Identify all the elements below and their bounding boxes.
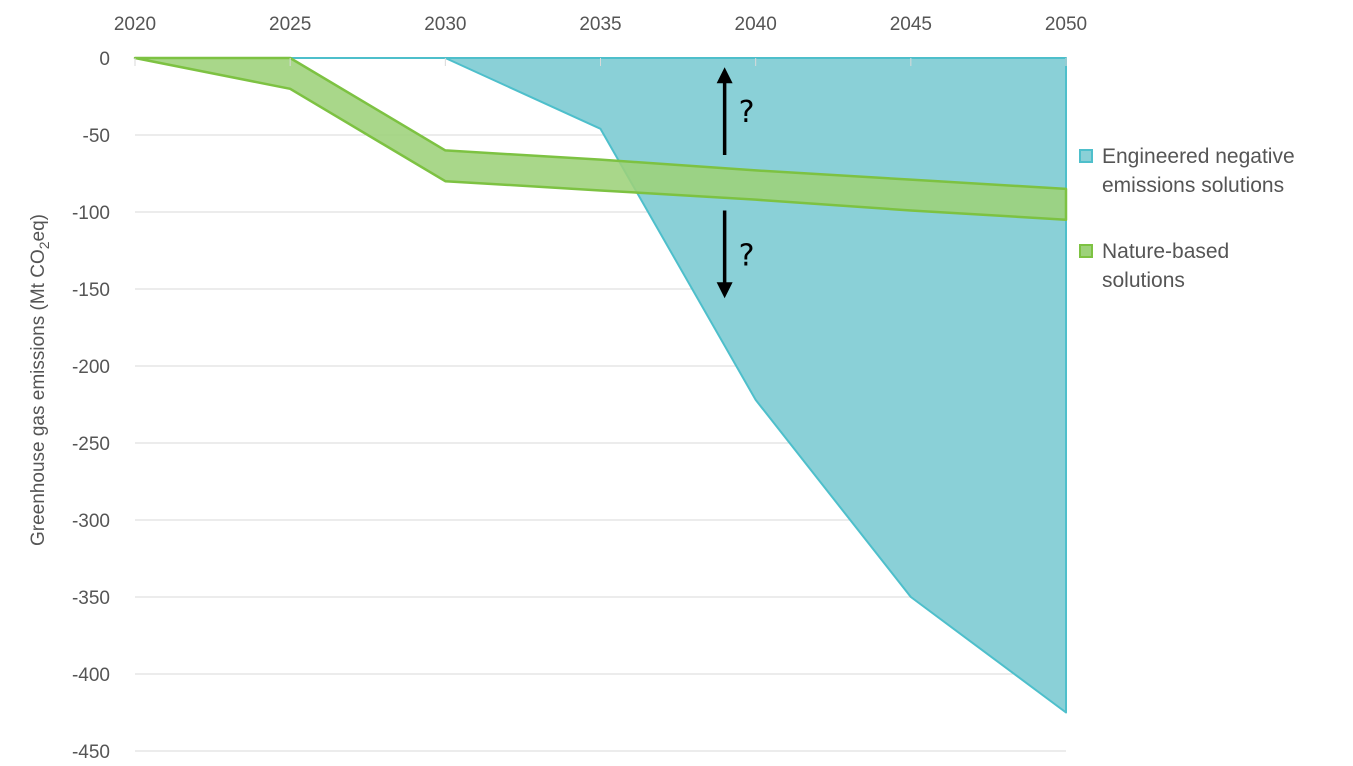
x-axis-ticks: 2020 2025 2030 2035 2040 2045 2050 bbox=[114, 14, 1087, 66]
y-axis-label: Greenhouse gas emissions (Mt CO2eq) bbox=[28, 214, 52, 546]
plot-areas bbox=[133, 56, 1068, 714]
legend-swatch bbox=[1079, 244, 1093, 258]
y-axis-label-suffix: eq) bbox=[28, 214, 49, 241]
y-axis-label-prefix: Greenhouse gas emissions (Mt CO bbox=[28, 249, 49, 546]
legend-swatch bbox=[1079, 149, 1093, 163]
annotations: ?? bbox=[716, 67, 755, 299]
annotation-arrow-head bbox=[716, 282, 733, 299]
y-tick-label: -300 bbox=[72, 511, 110, 532]
x-tick-label: 2050 bbox=[1045, 14, 1087, 35]
y-tick-label: -250 bbox=[72, 434, 110, 455]
x-tick-label: 2040 bbox=[735, 14, 777, 35]
legend-label: Nature-based bbox=[1102, 240, 1229, 263]
y-tick-label: -100 bbox=[72, 203, 110, 224]
annotation-question-mark: ? bbox=[739, 95, 755, 130]
engineered-negative-emissions-area bbox=[134, 57, 1067, 714]
x-tick-label: 2035 bbox=[579, 14, 621, 35]
x-tick-label: 2045 bbox=[890, 14, 932, 35]
x-tick-label: 2020 bbox=[114, 14, 156, 35]
y-tick-label: -450 bbox=[72, 742, 110, 763]
annotation-question-mark: ? bbox=[739, 238, 755, 273]
y-tick-label: -200 bbox=[72, 357, 110, 378]
y-tick-label: -150 bbox=[72, 280, 110, 301]
y-tick-label: -400 bbox=[72, 665, 110, 686]
legend: Engineered negative emissions solutions Na… bbox=[1079, 145, 1295, 292]
annotation-arrow-head bbox=[716, 67, 733, 84]
x-tick-label: 2030 bbox=[424, 14, 466, 35]
y-tick-label: -50 bbox=[83, 126, 110, 147]
nature-based-solutions-band bbox=[133, 56, 1068, 221]
y-tick-label: -350 bbox=[72, 588, 110, 609]
y-tick-label: 0 bbox=[99, 49, 110, 70]
legend-label: Engineered negative bbox=[1102, 145, 1295, 168]
legend-label: solutions bbox=[1102, 269, 1185, 292]
y-axis-ticks: 0 -50 -100 -150 -200 -250 -300 -350 -400 -450 bbox=[72, 49, 110, 763]
legend-label: emissions solutions bbox=[1102, 174, 1284, 197]
y-axis-label-subscript: 2 bbox=[36, 241, 52, 249]
x-tick-label: 2025 bbox=[269, 14, 311, 35]
